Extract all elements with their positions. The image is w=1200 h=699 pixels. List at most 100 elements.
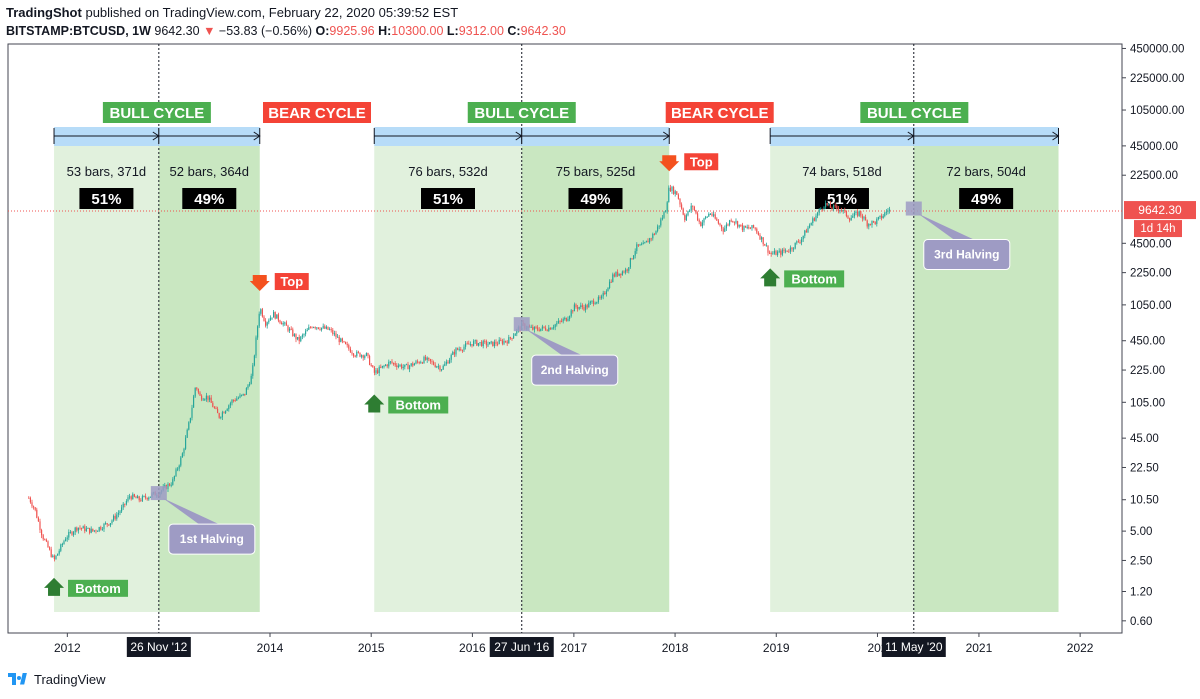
candle-body xyxy=(559,320,561,322)
candle-body xyxy=(781,249,783,255)
candle-body xyxy=(194,387,196,397)
candle-body xyxy=(180,457,182,466)
candle-body xyxy=(309,327,311,329)
candle-body xyxy=(322,326,324,328)
candle-body xyxy=(639,244,641,246)
candle-body xyxy=(831,207,833,210)
candle-body xyxy=(181,453,183,458)
candle-body xyxy=(688,210,691,212)
candle-body xyxy=(456,348,459,350)
candle-body xyxy=(466,343,468,345)
candle-body xyxy=(263,316,265,321)
candle-body xyxy=(490,341,492,343)
cycle-label: BULL CYCLE xyxy=(867,105,962,122)
candle-body xyxy=(244,393,246,395)
halving-callout-label: 3rd Halving xyxy=(934,248,999,262)
candle-body xyxy=(530,326,532,328)
candle-body xyxy=(885,211,887,213)
candle-body xyxy=(575,304,577,308)
candle-body xyxy=(532,326,534,330)
candle-body xyxy=(29,497,31,503)
candle-body xyxy=(178,465,180,469)
candle-body xyxy=(858,211,860,216)
candle-body xyxy=(421,362,423,364)
candle-body xyxy=(676,191,678,195)
candle-body xyxy=(55,555,57,560)
candle-body xyxy=(356,351,358,357)
date-highlight-label: 26 Nov '12 xyxy=(130,640,187,654)
author-name[interactable]: TradingShot xyxy=(6,5,82,20)
cycle-label: BULL CYCLE xyxy=(110,105,205,122)
pct-badge-bg-5 xyxy=(959,188,1014,209)
candle-body xyxy=(424,356,427,360)
candle-body xyxy=(714,214,716,219)
candle-body xyxy=(431,361,433,363)
down-triangle-icon: ▼ xyxy=(203,24,216,38)
y-tick-label: 22500.00 xyxy=(1130,170,1178,182)
candle-body xyxy=(68,532,70,538)
candle-body xyxy=(354,355,356,357)
candle-body xyxy=(440,369,443,371)
candle-body xyxy=(119,511,121,513)
candle-body xyxy=(768,252,771,254)
candle-body xyxy=(484,340,486,342)
candle-body xyxy=(660,219,662,226)
candle-body xyxy=(647,240,649,243)
candle-body xyxy=(277,314,279,321)
candle-body xyxy=(554,324,556,328)
candle-body xyxy=(237,397,239,399)
candle-body xyxy=(616,271,619,276)
candle-body xyxy=(877,217,879,220)
candle-body xyxy=(708,213,710,217)
candle-body xyxy=(168,483,171,486)
candle-body xyxy=(205,395,207,400)
candle-body xyxy=(620,273,622,276)
candle-body xyxy=(69,531,71,533)
candle-body xyxy=(247,385,249,389)
candle-body xyxy=(341,338,343,342)
candle-body xyxy=(173,475,175,480)
y-tick-label: 45000.00 xyxy=(1130,141,1178,153)
candle-body xyxy=(64,539,67,542)
candle-body xyxy=(764,244,766,246)
footer-brand[interactable]: TradingView xyxy=(34,672,106,687)
candle-body xyxy=(789,247,791,252)
candle-body xyxy=(800,239,803,243)
candle-body xyxy=(645,240,647,243)
candle-body xyxy=(756,228,758,233)
x-tick-label: 2018 xyxy=(662,641,689,655)
candle-body xyxy=(778,250,780,252)
symbol-label[interactable]: BITSTAMP:BTCUSD, 1W xyxy=(6,24,151,38)
candle-body xyxy=(652,233,654,239)
candle-body xyxy=(407,364,409,370)
pct-badge: 51% xyxy=(433,191,463,208)
price-change: −53.83 (−0.56%) xyxy=(218,24,313,38)
candle-body xyxy=(338,336,340,343)
candle-body xyxy=(301,335,303,337)
candle-body xyxy=(133,494,135,497)
candle-body xyxy=(60,544,62,551)
candle-body xyxy=(288,328,291,331)
candle-body xyxy=(848,218,851,221)
candle-body xyxy=(447,361,449,364)
cycle-zone-4 xyxy=(770,145,914,612)
candle-body xyxy=(116,514,118,519)
candle-body xyxy=(608,281,611,289)
candle-body xyxy=(40,530,43,536)
candle-body xyxy=(693,206,695,211)
candle-body xyxy=(317,327,319,329)
candle-body xyxy=(360,355,363,357)
candle-body xyxy=(487,344,489,346)
candle-body xyxy=(234,400,236,402)
bottom-arrow-up-icon xyxy=(364,394,385,413)
y-tick-label: 10.50 xyxy=(1130,495,1159,507)
candle-body xyxy=(716,218,718,221)
cycle-zone-0 xyxy=(54,145,159,612)
candle-body xyxy=(546,330,548,332)
halving-callout-bg-2 xyxy=(923,239,1011,271)
candle-body xyxy=(588,303,590,308)
y-tick-label: 22.50 xyxy=(1130,462,1159,474)
candle-body xyxy=(581,305,583,308)
candle-body xyxy=(572,310,574,312)
